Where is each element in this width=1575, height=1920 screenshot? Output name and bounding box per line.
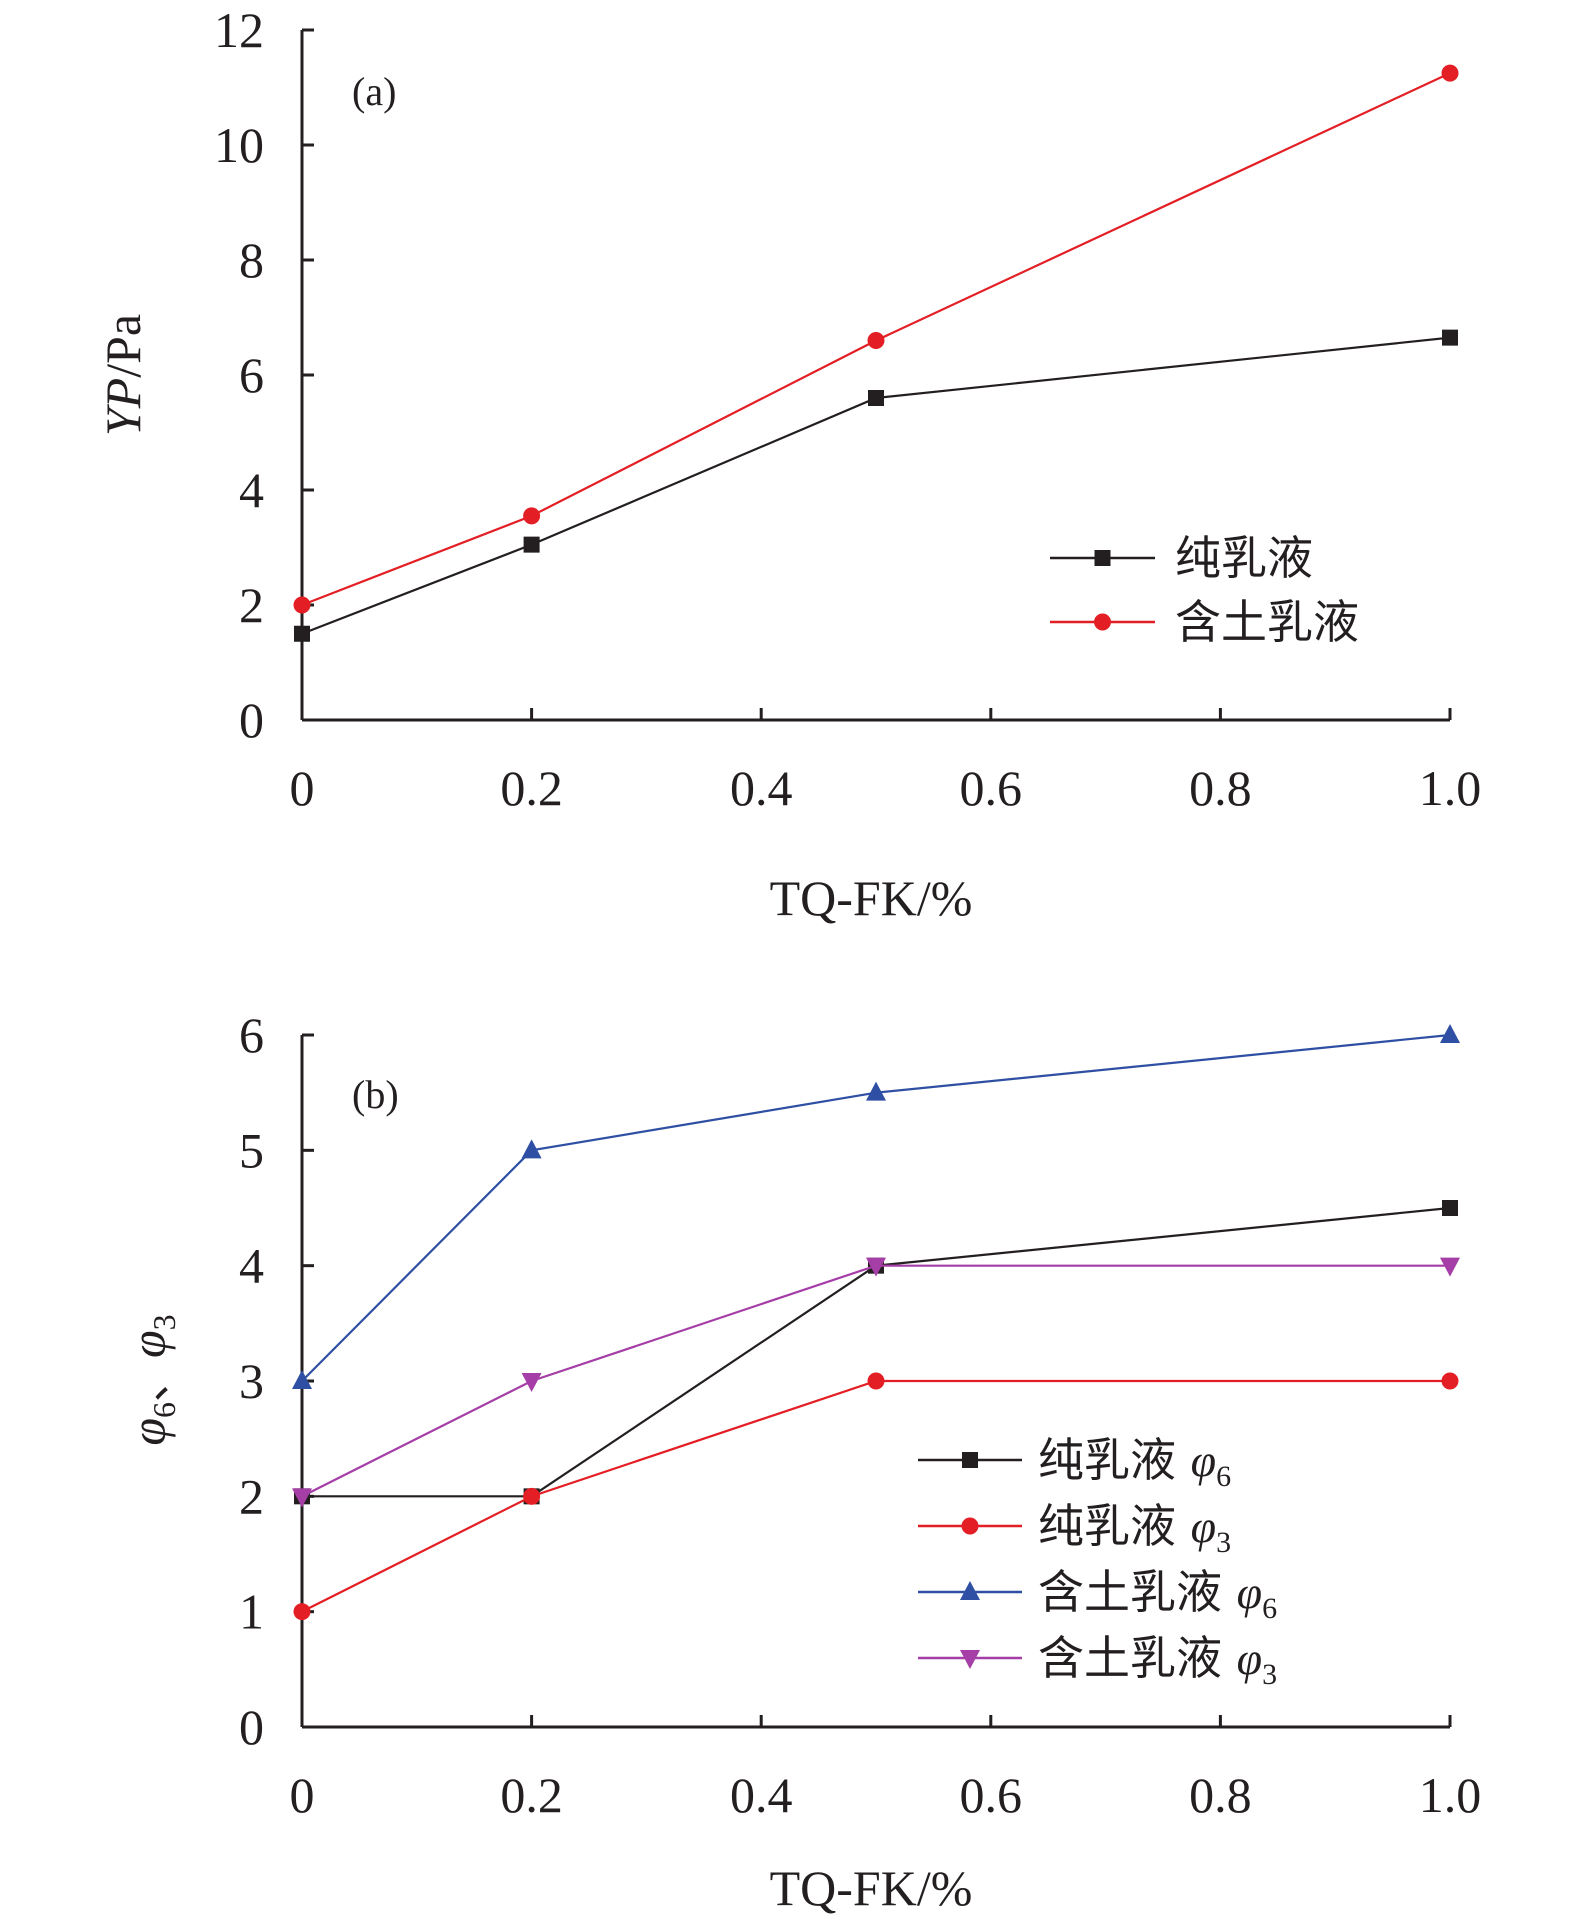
data-point <box>1442 1200 1458 1216</box>
data-point <box>1440 1024 1460 1043</box>
x-tick-label: 0.4 <box>730 760 793 816</box>
series-2 <box>293 1372 1459 1621</box>
y-tick-label: 8 <box>239 232 264 288</box>
x-tick-label: 0.4 <box>730 1767 793 1823</box>
legend-item: 纯乳液 φ3 <box>918 1499 1231 1559</box>
legend-item: 含土乳液 φ6 <box>918 1565 1277 1625</box>
data-point <box>523 1487 541 1505</box>
x-tick-label: 0.6 <box>960 760 1023 816</box>
y-tick-label: 4 <box>239 1238 264 1294</box>
data-point <box>293 596 311 614</box>
legend-label: 纯乳液 φ6 <box>1038 1433 1231 1493</box>
y-tick-label: 6 <box>239 347 264 403</box>
data-point <box>868 390 884 406</box>
data-point <box>866 1081 886 1101</box>
y-tick-label: 10 <box>214 117 264 173</box>
series-line <box>301 72 1451 607</box>
panel-b-chart: 0 1 2 3 4 5 6 0 0.2 0.4 0.6 0.8 1.0 (b) TQ-FK/% φ6​、φ3​… <box>120 1007 1481 1916</box>
y-tick-label: 5 <box>239 1122 264 1178</box>
series-line <box>301 1033 1451 1382</box>
y-tick-label: 3 <box>239 1353 264 1409</box>
data-point <box>1441 1372 1459 1390</box>
legend-label: 含土乳液 φ6 <box>1038 1565 1277 1625</box>
legend-marker <box>961 1517 979 1535</box>
legend-marker <box>1094 550 1111 566</box>
legend-item: 含土乳液 <box>1050 595 1359 649</box>
series-3 <box>292 1024 1460 1389</box>
y-tick-label: 4 <box>239 462 264 518</box>
series-1 <box>294 329 1458 642</box>
legend-label: 含土乳液 <box>1175 595 1359 649</box>
x-axis-label: TQ-FK/% <box>770 1860 973 1916</box>
data-point <box>294 625 310 642</box>
x-tick-label: 0.8 <box>1189 760 1252 816</box>
legend-marker <box>960 1581 980 1600</box>
y-tick-label: 12 <box>214 2 264 58</box>
legend-item: 纯乳液 <box>1050 531 1313 585</box>
series-2 <box>293 64 1459 614</box>
data-point <box>1440 1257 1460 1277</box>
data-point <box>866 1257 886 1277</box>
x-tick-label: 0.2 <box>500 1767 563 1823</box>
legend-marker <box>962 1452 978 1468</box>
panel-label: (b) <box>352 1072 399 1117</box>
series-4 <box>292 1257 1460 1508</box>
data-point <box>292 1370 312 1389</box>
data-point <box>523 536 540 553</box>
legend-item: 纯乳液 φ6 <box>918 1433 1231 1493</box>
legend-label: 纯乳液 φ3 <box>1038 1499 1231 1559</box>
x-tick-label: 0.6 <box>960 1767 1023 1823</box>
y-tick-label: 0 <box>239 692 264 748</box>
x-tick-label: 0.8 <box>1189 1767 1252 1823</box>
data-point <box>521 1139 542 1159</box>
series-line <box>301 1264 1450 1498</box>
legend-label: 纯乳液 <box>1175 531 1313 585</box>
y-tick-label: 2 <box>239 577 264 633</box>
legend-label: 含土乳液 φ3 <box>1038 1631 1277 1691</box>
legend-item: 含土乳液 φ3 <box>918 1631 1277 1691</box>
x-tick-label: 1.0 <box>1419 1767 1482 1823</box>
y-tick-label: 0 <box>239 1699 264 1755</box>
x-axis-label: TQ-FK/% <box>770 870 973 926</box>
data-point <box>293 1603 311 1621</box>
data-point <box>1442 329 1458 346</box>
y-axis-label: YP/Pa <box>95 314 151 436</box>
y-tick-label: 6 <box>239 1007 264 1063</box>
y-axis-label: φ6​、φ3​ <box>120 1314 182 1445</box>
panel-a-chart: 0 2 4 6 8 10 12 0 0.2 0.4 0.6 0.8 1.0 (a) TQ-FK/% YP/Pa… <box>95 2 1481 926</box>
y-tick-label: 2 <box>239 1468 264 1524</box>
panel-label: (a) <box>352 69 396 114</box>
x-tick-label: 1.0 <box>1419 760 1482 816</box>
data-point <box>521 1373 542 1392</box>
data-point <box>292 1488 312 1508</box>
series-1 <box>294 1200 1458 1505</box>
data-point <box>1441 64 1459 82</box>
series-line <box>301 336 1451 635</box>
legend-marker <box>1094 613 1111 631</box>
x-tick-label: 0.2 <box>500 760 563 816</box>
x-tick-label: 0 <box>290 760 315 816</box>
data-point <box>867 332 885 349</box>
series-line <box>302 1206 1451 1498</box>
data-point <box>867 1372 885 1390</box>
x-tick-label: 0 <box>290 1767 315 1823</box>
legend-marker <box>960 1650 980 1669</box>
series-line <box>301 1379 1450 1613</box>
data-point <box>523 507 541 525</box>
y-tick-label: 1 <box>239 1584 264 1640</box>
